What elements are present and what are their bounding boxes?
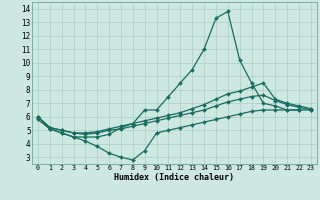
X-axis label: Humidex (Indice chaleur): Humidex (Indice chaleur) — [115, 173, 234, 182]
